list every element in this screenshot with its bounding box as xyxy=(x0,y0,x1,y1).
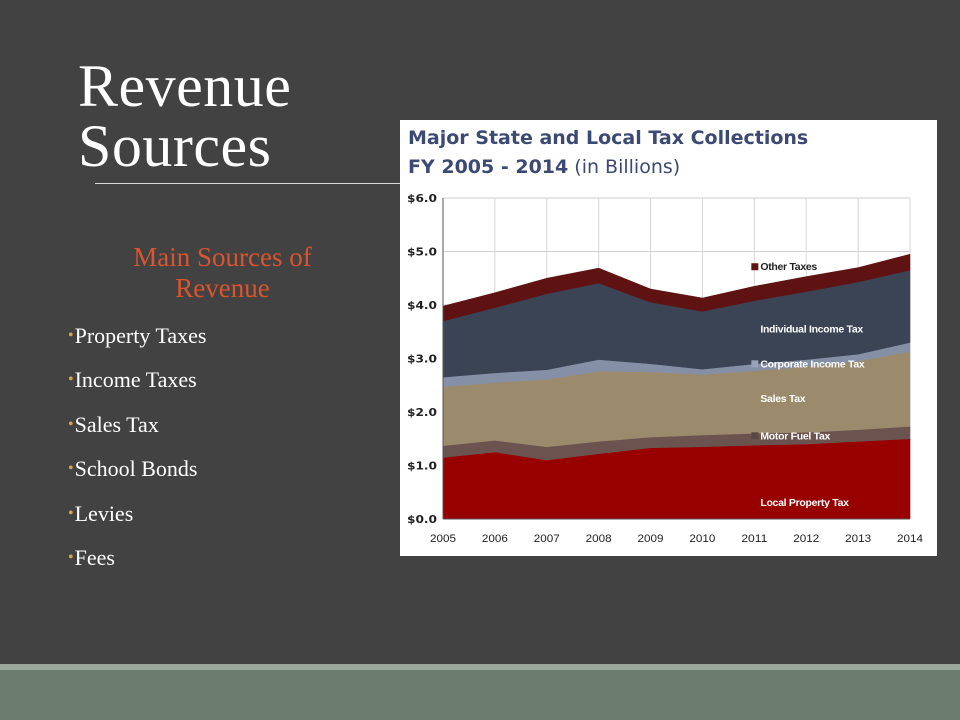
chart-subtitle-units: (in Billions) xyxy=(574,156,681,178)
y-tick-label: $5.0 xyxy=(407,247,438,259)
series-label-corporate-income-tax: Corporate Income Tax xyxy=(760,358,865,370)
bullet-text: Income Taxes xyxy=(74,367,197,393)
slide-title: Revenue Sources xyxy=(78,56,291,176)
footer-accent-stripe xyxy=(0,664,960,670)
bullet-text: Property Taxes xyxy=(74,323,207,348)
chart-panel: Major State and Local Tax Collections FY… xyxy=(400,120,937,556)
title-line-2: Sources xyxy=(78,113,272,179)
bullet-text: Sales Tax xyxy=(74,411,159,437)
x-tick-label: 2006 xyxy=(482,533,508,545)
area-other-taxes xyxy=(442,253,911,322)
bullet-item: Fees xyxy=(68,542,206,586)
bullet-text: Levies xyxy=(74,500,134,526)
tax-collections-area-chart: $0.0 $1.0 $2.0 $3.0 $4.0 $5.0 $6.0 2005 2006 2007… xyxy=(407,193,923,545)
x-tick-label: 2008 xyxy=(586,533,612,545)
y-tick-label: $0.0 xyxy=(407,514,438,526)
series-label-individual-income-tax: Individual Income Tax xyxy=(760,323,863,335)
chart-subtitle: FY 2005 - 2014 (in Billions) xyxy=(408,154,680,180)
y-tick-label: $1.0 xyxy=(407,461,438,473)
title-line-1: Revenue xyxy=(78,53,292,119)
legend-swatch-other-taxes xyxy=(751,263,759,271)
bullet-item: Property Taxes xyxy=(68,320,207,364)
x-tick-label: 2009 xyxy=(638,533,664,545)
bullet-item: Sales Tax xyxy=(68,409,206,453)
title-underline xyxy=(95,183,400,184)
x-tick-label: 2014 xyxy=(897,533,923,545)
chart-title: Major State and Local Tax Collections xyxy=(408,127,809,149)
x-tick-label: 2010 xyxy=(689,533,715,545)
x-tick-label: 2012 xyxy=(793,533,819,545)
x-tick-label: 2013 xyxy=(845,533,871,545)
bullet-list: Property Taxes Income Taxes Sales Tax Sc… xyxy=(68,320,207,586)
series-label-other-taxes: Other Taxes xyxy=(760,261,817,273)
series-label-sales-tax: Sales Tax xyxy=(760,393,805,405)
legend-swatch-motor-fuel-tax xyxy=(751,432,759,440)
x-tick-label: 2011 xyxy=(741,533,767,545)
y-tick-label: $3.0 xyxy=(407,354,438,366)
bullet-item: Income Taxes xyxy=(68,364,206,408)
bullet-item: School Bonds xyxy=(68,453,206,497)
subheading: Main Sources of Revenue xyxy=(133,242,312,303)
footer-bar xyxy=(0,670,960,720)
y-tick-label: $2.0 xyxy=(407,407,438,419)
bullet-item: Levies xyxy=(68,498,206,542)
x-tick-label: 2005 xyxy=(430,533,456,545)
y-tick-label: $6.0 xyxy=(407,193,438,205)
chart-subtitle-years: FY 2005 - 2014 xyxy=(408,156,569,178)
legend-swatch-corporate-income-tax xyxy=(751,360,759,368)
series-label-motor-fuel-tax: Motor Fuel Tax xyxy=(760,430,830,442)
series-label-local-property-tax: Local Property Tax xyxy=(760,497,849,509)
bullet-text: Fees xyxy=(74,544,115,570)
x-tick-label: 2007 xyxy=(534,533,560,545)
bullet-text: School Bonds xyxy=(74,456,198,482)
y-tick-label: $4.0 xyxy=(407,300,438,312)
